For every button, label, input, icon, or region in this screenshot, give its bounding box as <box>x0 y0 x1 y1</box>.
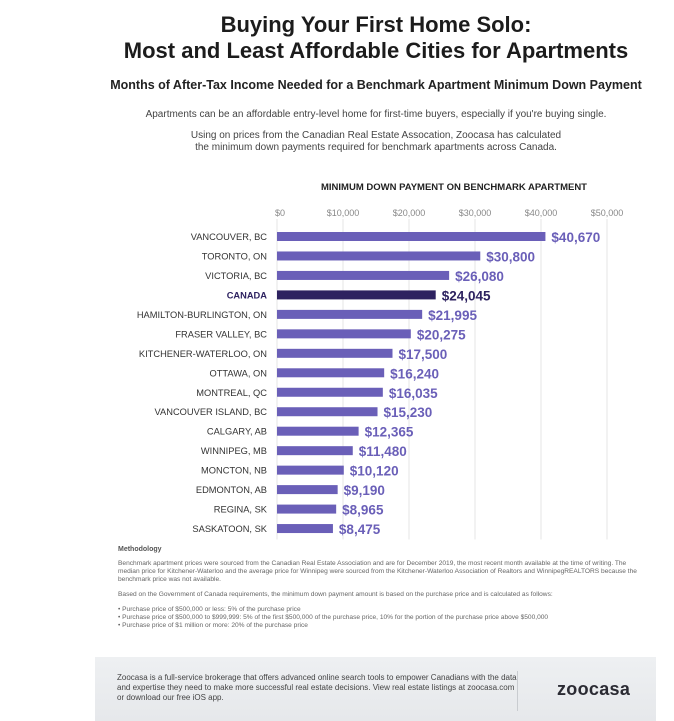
data-label: $40,670 <box>551 230 600 245</box>
bar-chart: MINIMUM DOWN PAYMENT ON BENCHMARK APARTM… <box>137 182 624 540</box>
category-label: EDMONTON, AB <box>196 485 267 495</box>
bar <box>277 465 344 475</box>
bar <box>277 485 338 495</box>
data-label: $11,480 <box>359 444 407 459</box>
bar <box>277 251 481 261</box>
bar <box>277 368 385 378</box>
data-label: $10,120 <box>350 464 399 479</box>
bar <box>277 329 411 339</box>
chart-title: MINIMUM DOWN PAYMENT ON BENCHMARK APARTM… <box>321 182 587 193</box>
page-title: Buying Your First Home Solo: Most and Le… <box>90 12 662 64</box>
category-label: REGINA, SK <box>214 505 268 515</box>
bar <box>277 426 359 436</box>
bar <box>277 232 546 241</box>
subtitle: Months of After-Tax Income Needed for a … <box>110 78 642 92</box>
intro-line: Using on prices from the Canadian Real E… <box>190 130 562 141</box>
category-label: MONCTON, NB <box>201 466 267 476</box>
methodology-bullet: • Purchase price of $500,000 or less: 5%… <box>118 606 301 613</box>
category-label: CALGARY, AB <box>207 427 267 437</box>
title-line-1: Buying Your First Home Solo: <box>220 12 532 37</box>
intro-paragraph-2: Using on prices from the Canadian Real E… <box>90 130 662 154</box>
category-label: SASKATOON, SK <box>192 524 267 534</box>
zoocasa-logo[interactable]: zoocasa <box>557 679 631 699</box>
category-label: MONTREAL, QC <box>196 388 267 398</box>
x-tick-label: $10,000 <box>327 208 360 218</box>
data-label: $9,190 <box>344 483 385 498</box>
data-label: $16,035 <box>389 386 438 401</box>
category-label: FRASER VALLEY, BC <box>175 329 267 339</box>
methodology-para: Benchmark apartment prices were sourced … <box>118 560 637 583</box>
bar <box>277 407 378 417</box>
bar <box>277 290 436 300</box>
x-tick-label: $30,000 <box>459 208 492 218</box>
category-label: KITCHENER-WATERLOO, ON <box>139 349 267 359</box>
bar <box>277 270 450 280</box>
footer-text: Zoocasa is a full-service brokerage that… <box>117 673 517 702</box>
bar <box>277 309 423 319</box>
x-tick-label: $0 <box>275 208 285 218</box>
category-label: VICTORIA, BC <box>205 271 267 281</box>
data-label: $30,800 <box>486 249 535 264</box>
x-tick-label: $50,000 <box>591 208 624 218</box>
intro-paragraph: Apartments can be an affordable entry-le… <box>145 109 607 120</box>
data-label: $20,275 <box>417 327 466 342</box>
data-label: $17,500 <box>399 347 448 362</box>
data-label: $21,995 <box>428 308 477 323</box>
methodology-heading: Methodology <box>118 546 162 553</box>
bar <box>277 504 337 514</box>
title-line-2: Most and Least Affordable Cities for Apa… <box>123 38 629 63</box>
category-label: VANCOUVER, BC <box>191 232 268 242</box>
data-label: $26,080 <box>455 269 504 284</box>
intro-line: the minimum down payments required for b… <box>195 142 557 153</box>
data-label: $12,365 <box>365 425 414 440</box>
footer-divider <box>517 671 518 711</box>
x-tick-label: $20,000 <box>393 208 426 218</box>
bar <box>277 387 383 397</box>
footer: Zoocasa is a full-service brokerage that… <box>95 657 656 721</box>
bar <box>277 446 353 456</box>
x-tick-label: $40,000 <box>525 208 558 218</box>
methodology-bullet: • Purchase price of $500,000 to $999,999… <box>118 614 549 621</box>
methodology: Methodology Benchmark apartment prices w… <box>118 546 648 630</box>
bar <box>277 524 333 534</box>
data-label: $24,045 <box>442 288 491 303</box>
data-label: $8,475 <box>339 522 381 537</box>
bar <box>277 348 393 358</box>
category-label: OTTAWA, ON <box>210 368 268 378</box>
methodology-para: Based on the Government of Canada requir… <box>118 591 553 598</box>
data-label: $8,965 <box>342 503 384 518</box>
category-label: VANCOUVER ISLAND, BC <box>155 407 268 417</box>
category-label: HAMILTON-BURLINGTON, ON <box>137 310 267 320</box>
data-label: $16,240 <box>390 366 439 381</box>
data-label: $15,230 <box>384 405 433 420</box>
category-label: TORONTO, ON <box>202 251 267 261</box>
methodology-bullet: • Purchase price of $1 million or more: … <box>118 622 308 629</box>
category-label: WINNIPEG, MB <box>201 446 267 456</box>
category-label: CANADA <box>227 290 268 300</box>
